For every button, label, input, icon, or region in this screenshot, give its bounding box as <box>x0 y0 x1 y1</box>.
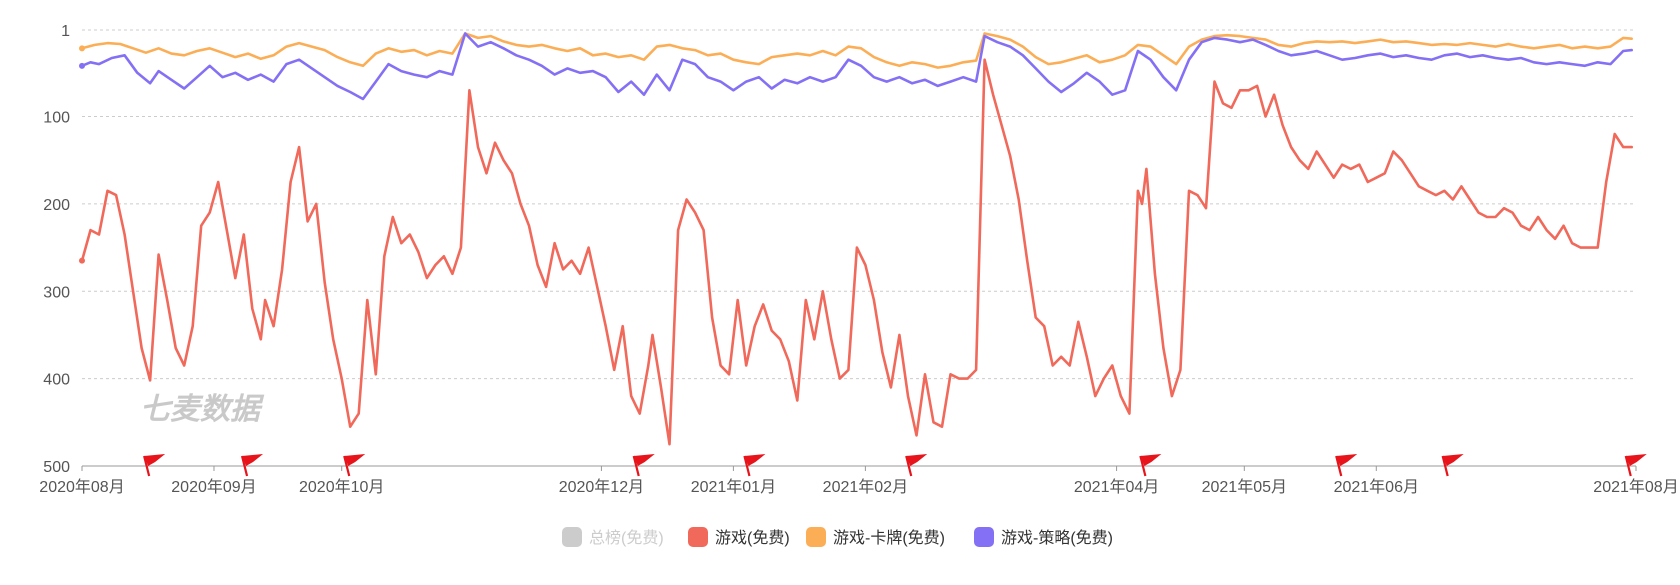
x-axis: 2020年08月 2020年09月 2020年10月 2020年12月 2021年01月… <box>39 465 1679 496</box>
legend-label: 游戏(免费) <box>715 529 790 547</box>
legend-label: 游戏-卡牌(免费) <box>833 529 945 547</box>
legend-label: 游戏-策略(免费) <box>1001 529 1113 547</box>
y-tick-label: 200 <box>43 197 70 214</box>
y-tick-label: 100 <box>43 110 70 127</box>
legend-swatch <box>806 527 826 547</box>
y-tick-label: 300 <box>43 284 70 301</box>
legend-label: 总榜(免费) <box>589 529 664 547</box>
legend: 总榜(免费) 游戏(免费) 游戏-卡牌(免费) 游戏-策略(免费) <box>562 527 1113 547</box>
x-tick-label: 2020年12月 <box>559 478 644 496</box>
event-flag-icon[interactable] <box>1441 454 1464 477</box>
legend-item[interactable]: 游戏-策略(免费) <box>974 527 1113 547</box>
event-flag-icon[interactable] <box>343 454 366 477</box>
gridlines <box>82 29 1636 380</box>
series-point[interactable] <box>79 45 85 52</box>
y-axis-labels: 1 100 200 300 400 500 <box>43 23 70 476</box>
x-tick-label: 2020年09月 <box>171 478 256 496</box>
series-lines <box>79 32 1633 446</box>
event-flag-icon[interactable] <box>632 454 655 477</box>
event-flag-icon[interactable] <box>905 454 928 477</box>
series-point[interactable] <box>79 62 85 69</box>
event-flag-icon[interactable] <box>1624 454 1647 477</box>
y-tick-label: 500 <box>43 459 70 476</box>
x-tick-label: 2021年05月 <box>1202 478 1287 496</box>
x-tick-label: 2021年01月 <box>691 478 776 496</box>
event-flag-icon[interactable] <box>1335 454 1358 477</box>
x-tick-label: 2021年04月 <box>1074 478 1159 496</box>
legend-swatch <box>688 527 708 547</box>
legend-item[interactable]: 总榜(免费) <box>562 527 664 547</box>
legend-item[interactable]: 游戏(免费) <box>688 527 790 547</box>
legend-item[interactable]: 游戏-卡牌(免费) <box>806 527 945 547</box>
y-tick-label: 400 <box>43 372 70 389</box>
series-point[interactable] <box>79 257 85 264</box>
event-flag-icon[interactable] <box>240 454 264 477</box>
event-flag-icon[interactable] <box>743 454 766 477</box>
series-line-0[interactable] <box>80 58 1633 446</box>
legend-swatch <box>562 527 582 547</box>
x-tick-label: 2021年08月 <box>1593 478 1678 496</box>
watermark: 七麦数据 <box>140 392 265 427</box>
x-tick-label: 2021年06月 <box>1334 478 1419 496</box>
x-tick-label: 2021年02月 <box>823 478 908 496</box>
event-flag-icon[interactable] <box>1139 454 1162 477</box>
y-tick-label: 1 <box>61 23 70 40</box>
legend-swatch <box>974 527 994 547</box>
x-tick-label: 2020年08月 <box>39 478 124 496</box>
series-line-1[interactable] <box>80 32 1633 69</box>
series-line-2[interactable] <box>80 32 1633 101</box>
event-flag-icon[interactable] <box>143 454 166 477</box>
x-tick-label: 2020年10月 <box>299 478 384 496</box>
event-flags <box>143 454 1647 477</box>
